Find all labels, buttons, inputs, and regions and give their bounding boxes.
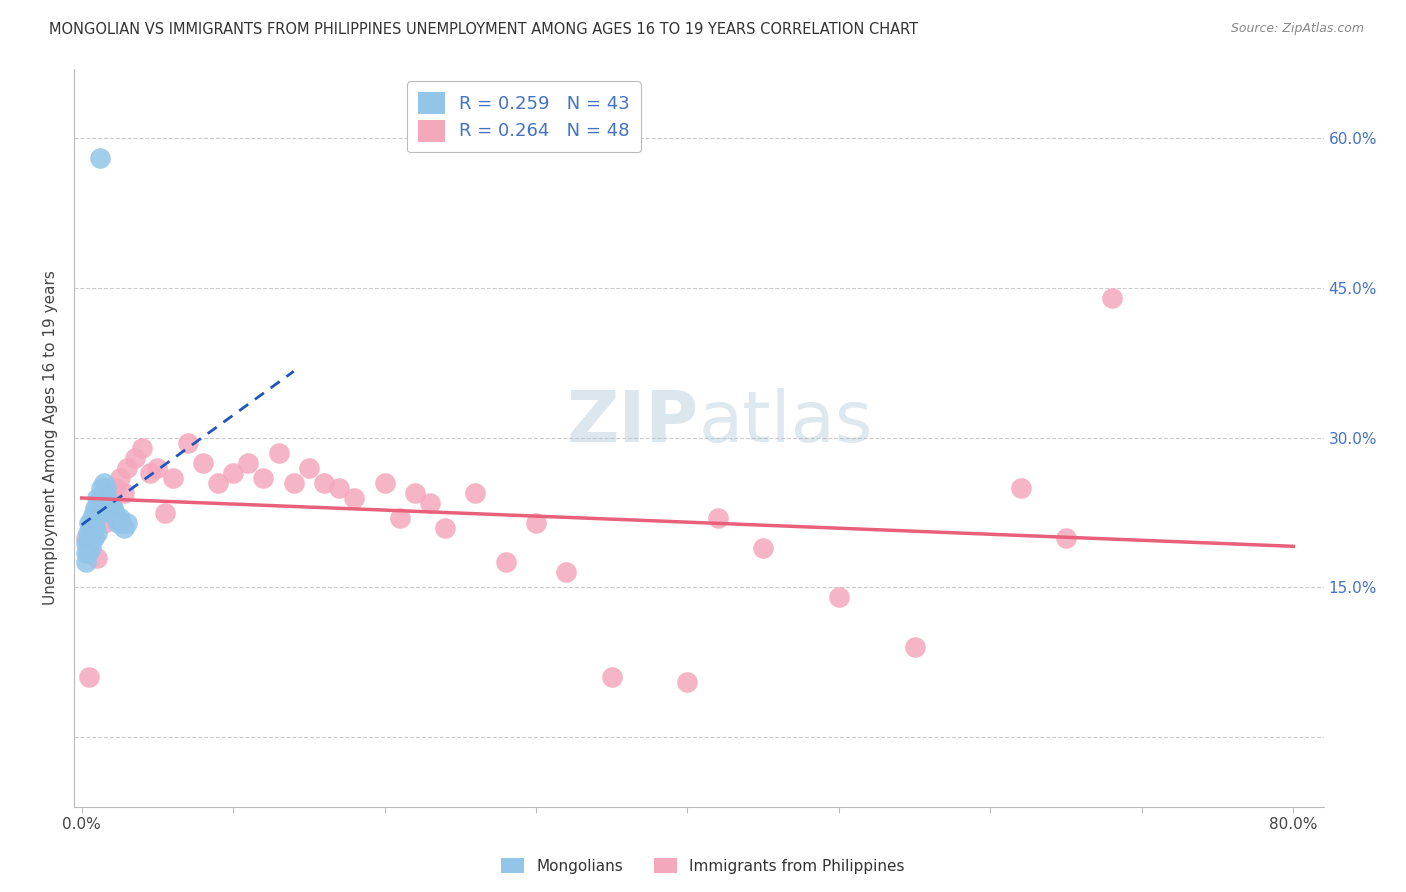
- Point: [83, 520, 105, 534]
- Point: [100, 500, 122, 515]
- Text: Source: ZipAtlas.com: Source: ZipAtlas.com: [1230, 22, 1364, 36]
- Point: [89, 491, 111, 505]
- Point: [75, 545, 97, 559]
- Point: [464, 485, 486, 500]
- Text: MONGOLIAN VS IMMIGRANTS FROM PHILIPPINES UNEMPLOYMENT AMONG AGES 16 TO 19 YEARS : MONGOLIAN VS IMMIGRANTS FROM PHILIPPINES…: [49, 22, 918, 37]
- Point: [90, 495, 112, 509]
- Point: [1054, 531, 1077, 545]
- Point: [207, 475, 229, 490]
- Point: [1010, 481, 1032, 495]
- Point: [86, 550, 108, 565]
- Legend: Mongolians, Immigrants from Philippines: Mongolians, Immigrants from Philippines: [495, 852, 911, 880]
- Point: [101, 500, 124, 515]
- Point: [104, 506, 127, 520]
- Point: [97, 495, 120, 509]
- Point: [94, 481, 117, 495]
- Point: [404, 485, 426, 500]
- Point: [162, 471, 184, 485]
- Point: [676, 675, 699, 690]
- Point: [222, 466, 245, 480]
- Point: [84, 516, 107, 530]
- Point: [97, 491, 120, 505]
- Point: [328, 481, 350, 495]
- Point: [76, 525, 98, 540]
- Point: [101, 506, 124, 520]
- Point: [267, 446, 290, 460]
- Point: [131, 441, 153, 455]
- Point: [82, 510, 104, 524]
- Point: [176, 435, 198, 450]
- Point: [103, 500, 125, 515]
- Point: [139, 466, 162, 480]
- Point: [93, 495, 115, 509]
- Point: [76, 545, 98, 559]
- Point: [298, 460, 321, 475]
- Point: [108, 510, 131, 524]
- Point: [93, 516, 115, 530]
- Point: [752, 541, 775, 555]
- Point: [110, 516, 132, 530]
- Point: [75, 556, 97, 570]
- Point: [115, 516, 138, 530]
- Point: [124, 450, 146, 465]
- Point: [252, 471, 274, 485]
- Point: [555, 566, 578, 580]
- Point: [76, 535, 98, 549]
- Point: [707, 510, 730, 524]
- Point: [419, 495, 441, 509]
- Point: [112, 520, 135, 534]
- Point: [83, 520, 105, 534]
- Point: [115, 460, 138, 475]
- Point: [90, 481, 112, 495]
- Point: [80, 541, 103, 555]
- Legend: R = 0.259   N = 43, R = 0.264   N = 48: R = 0.259 N = 43, R = 0.264 N = 48: [406, 81, 641, 153]
- Point: [83, 506, 105, 520]
- Point: [524, 516, 547, 530]
- Point: [91, 485, 114, 500]
- Point: [904, 640, 927, 655]
- Point: [434, 520, 457, 534]
- Point: [191, 456, 214, 470]
- Point: [238, 456, 260, 470]
- Point: [80, 520, 103, 534]
- Point: [82, 525, 104, 540]
- Point: [495, 556, 517, 570]
- Point: [104, 481, 127, 495]
- Point: [1101, 291, 1123, 305]
- Point: [86, 525, 108, 540]
- Point: [77, 670, 100, 684]
- Point: [89, 152, 111, 166]
- Point: [77, 516, 100, 530]
- Point: [312, 475, 335, 490]
- Point: [84, 500, 107, 515]
- Point: [600, 670, 623, 684]
- Point: [83, 531, 105, 545]
- Text: ZIP: ZIP: [567, 389, 699, 458]
- Point: [77, 525, 100, 540]
- Point: [105, 510, 128, 524]
- Point: [343, 491, 366, 505]
- Point: [89, 506, 111, 520]
- Y-axis label: Unemployment Among Ages 16 to 19 years: Unemployment Among Ages 16 to 19 years: [44, 270, 58, 605]
- Point: [86, 506, 108, 520]
- Point: [107, 516, 129, 530]
- Point: [146, 460, 169, 475]
- Point: [75, 535, 97, 549]
- Point: [93, 475, 115, 490]
- Point: [153, 506, 176, 520]
- Point: [108, 471, 131, 485]
- Point: [283, 475, 305, 490]
- Point: [112, 485, 135, 500]
- Text: atlas: atlas: [699, 389, 873, 458]
- Point: [388, 510, 411, 524]
- Point: [828, 591, 851, 605]
- Point: [87, 495, 110, 509]
- Point: [75, 531, 97, 545]
- Point: [86, 491, 108, 505]
- Point: [77, 535, 100, 549]
- Point: [80, 531, 103, 545]
- Point: [96, 491, 118, 505]
- Point: [374, 475, 396, 490]
